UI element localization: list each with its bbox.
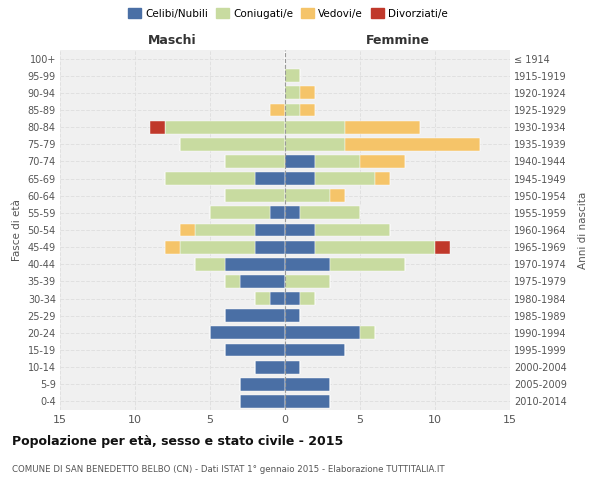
Bar: [435, 240, 450, 254]
Bar: [285, 240, 315, 254]
Bar: [225, 155, 285, 168]
Bar: [285, 206, 300, 220]
Bar: [285, 190, 330, 202]
Bar: [180, 224, 195, 236]
Bar: [255, 172, 285, 185]
Bar: [285, 310, 300, 322]
Legend: Celibi/Nubili, Coniugati/e, Vedovi/e, Divorziati/e: Celibi/Nubili, Coniugati/e, Vedovi/e, Di…: [125, 5, 451, 21]
Text: Femmine: Femmine: [365, 34, 430, 46]
Y-axis label: Anni di nascita: Anni di nascita: [578, 192, 588, 268]
Bar: [255, 360, 285, 374]
Bar: [285, 86, 300, 100]
Bar: [330, 258, 405, 270]
Text: Maschi: Maschi: [148, 34, 197, 46]
Bar: [180, 138, 285, 150]
Bar: [165, 120, 285, 134]
Bar: [315, 224, 390, 236]
Bar: [285, 224, 315, 236]
Bar: [195, 224, 255, 236]
Bar: [240, 395, 285, 408]
Bar: [285, 258, 330, 270]
Bar: [345, 138, 480, 150]
Bar: [225, 344, 285, 356]
Bar: [285, 326, 360, 340]
Bar: [240, 275, 285, 288]
Bar: [360, 155, 405, 168]
Bar: [345, 120, 420, 134]
Bar: [225, 190, 285, 202]
Bar: [285, 120, 345, 134]
Bar: [255, 292, 270, 305]
Bar: [285, 172, 315, 185]
Bar: [300, 292, 315, 305]
Bar: [270, 104, 285, 117]
Bar: [270, 292, 285, 305]
Bar: [285, 360, 300, 374]
Bar: [210, 206, 270, 220]
Bar: [165, 240, 180, 254]
Bar: [285, 138, 345, 150]
Bar: [285, 70, 300, 82]
Bar: [255, 224, 285, 236]
Text: Popolazione per età, sesso e stato civile - 2015: Popolazione per età, sesso e stato civil…: [12, 435, 343, 448]
Bar: [315, 155, 360, 168]
Bar: [240, 378, 285, 390]
Y-axis label: Fasce di età: Fasce di età: [12, 199, 22, 261]
Bar: [225, 310, 285, 322]
Bar: [300, 206, 360, 220]
Bar: [225, 258, 285, 270]
Bar: [315, 172, 375, 185]
Bar: [300, 104, 315, 117]
Bar: [285, 104, 300, 117]
Bar: [360, 326, 375, 340]
Bar: [270, 206, 285, 220]
Bar: [285, 292, 300, 305]
Bar: [255, 240, 285, 254]
Bar: [375, 172, 390, 185]
Bar: [285, 275, 330, 288]
Bar: [150, 120, 165, 134]
Bar: [300, 86, 315, 100]
Bar: [165, 172, 255, 185]
Bar: [285, 378, 330, 390]
Bar: [210, 326, 285, 340]
Text: COMUNE DI SAN BENEDETTO BELBO (CN) - Dati ISTAT 1° gennaio 2015 - Elaborazione T: COMUNE DI SAN BENEDETTO BELBO (CN) - Dat…: [12, 465, 445, 474]
Bar: [315, 240, 435, 254]
Bar: [285, 395, 330, 408]
Bar: [285, 344, 345, 356]
Bar: [330, 190, 345, 202]
Bar: [285, 155, 315, 168]
Bar: [195, 258, 225, 270]
Bar: [180, 240, 255, 254]
Bar: [225, 275, 240, 288]
